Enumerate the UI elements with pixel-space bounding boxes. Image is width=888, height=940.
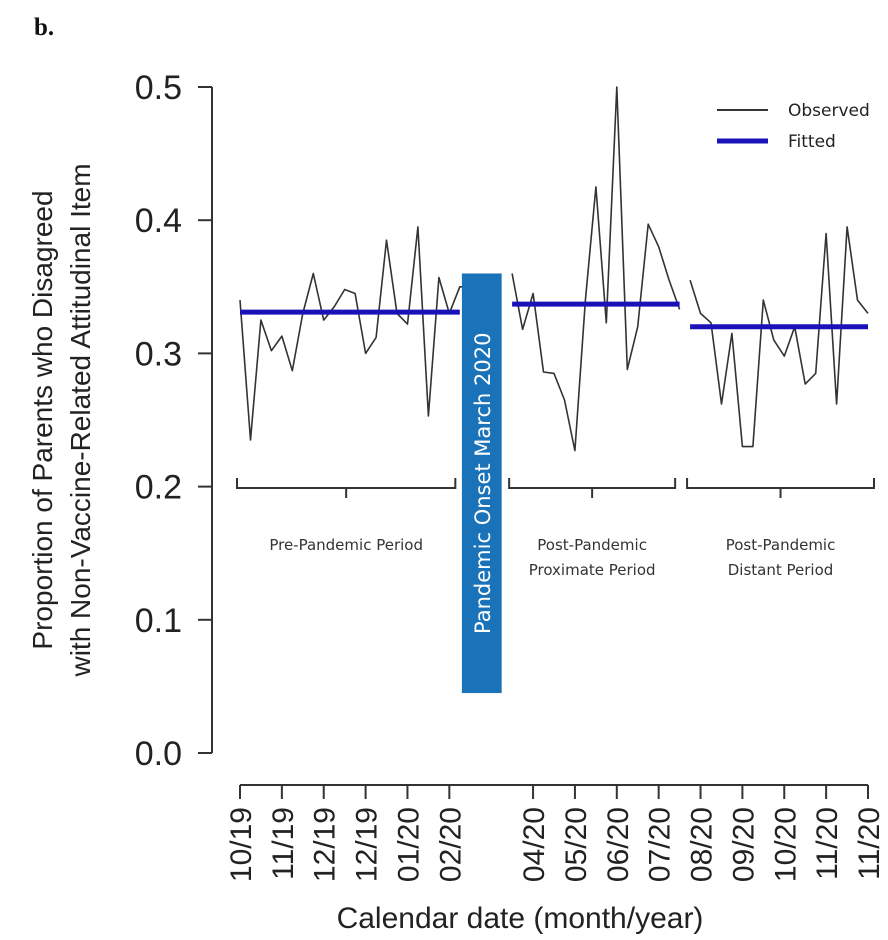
y-axis-label-line1: Proportion of Parents who Disagreed [27, 190, 58, 649]
x-tick-label: 12/19 [309, 807, 342, 882]
y-tick-label: 0.2 [135, 469, 182, 507]
legend-label-fitted: Fitted [788, 132, 836, 152]
y-tick-label: 0.5 [135, 69, 182, 107]
x-tick-label: 09/20 [727, 807, 760, 882]
observed-line [511, 86, 681, 452]
x-tick-label: 11/20 [811, 807, 844, 880]
period-label: Distant Period [728, 561, 834, 579]
x-tick-label: 02/20 [434, 807, 467, 882]
x-tick-label: 04/20 [518, 807, 551, 882]
y-tick-label: 0.1 [135, 602, 182, 640]
x-tick-label: 11/19 [267, 807, 300, 880]
period-bracket [236, 478, 457, 498]
x-tick-label: 07/20 [644, 807, 677, 882]
x-tick-label: 06/20 [602, 807, 635, 882]
legend-label-observed: Observed [788, 101, 870, 121]
x-tick-label: 01/20 [392, 807, 425, 882]
y-tick-label: 0.4 [135, 202, 182, 240]
y-tick-label: 0.3 [135, 335, 182, 373]
x-tick-label: 10/19 [225, 807, 258, 882]
x-tick-label: 08/20 [686, 807, 719, 882]
x-tick-label: 10/20 [769, 807, 802, 882]
y-tick-label: 0.0 [135, 735, 182, 773]
panel-label: b. [34, 14, 55, 41]
period-label: Proximate Period [529, 561, 656, 579]
observed-line [239, 226, 471, 441]
observed-line [689, 226, 869, 448]
x-axis-label: Calendar date (month/year) [337, 902, 704, 935]
period-bracket [508, 478, 677, 498]
period-bracket [686, 478, 875, 498]
x-tick-label: 11/20 [853, 807, 886, 880]
y-axis-label-line2: with Non-Vaccine-Related Attitudinal Ite… [65, 163, 96, 677]
pandemic-onset-bar [461, 273, 502, 694]
x-tick-label: 12/19 [351, 807, 384, 882]
x-tick-label: 05/20 [560, 807, 593, 882]
period-label: Pre-Pandemic Period [269, 536, 423, 554]
period-label: Post-Pandemic [537, 536, 647, 554]
period-label: Post-Pandemic [726, 536, 836, 554]
pandemic-onset-label: Pandemic Onset March 2020 [471, 333, 495, 634]
